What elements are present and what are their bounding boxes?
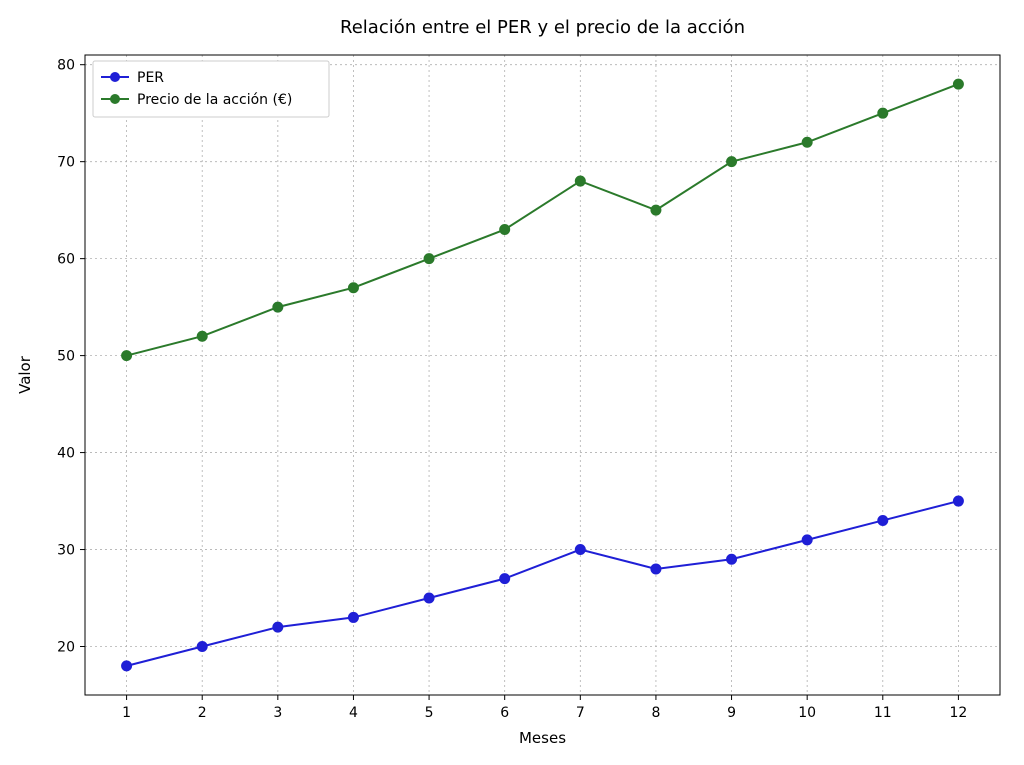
legend-marker [110, 94, 120, 104]
marker-per [122, 661, 132, 671]
y-tick-label: 60 [57, 252, 75, 268]
legend-marker [110, 72, 120, 82]
marker-precio [878, 108, 888, 118]
x-tick-label: 3 [273, 705, 282, 721]
marker-per [273, 622, 283, 632]
marker-precio [122, 351, 132, 361]
legend-box [93, 61, 329, 117]
y-tick-label: 80 [57, 58, 75, 74]
marker-per [651, 564, 661, 574]
y-tick-label: 50 [57, 349, 75, 365]
marker-precio [348, 283, 358, 293]
marker-precio [500, 225, 510, 235]
line-chart: 12345678910111220304050607080 PERPrecio … [0, 0, 1024, 765]
marker-precio [575, 176, 585, 186]
marker-precio [802, 137, 812, 147]
x-tick-label: 5 [425, 705, 434, 721]
marker-precio [424, 254, 434, 264]
x-tick-label: 4 [349, 705, 358, 721]
y-tick-label: 70 [57, 155, 75, 171]
y-tick-label: 30 [57, 543, 75, 559]
y-tick-label: 40 [57, 446, 75, 462]
x-tick-label: 6 [500, 705, 509, 721]
marker-per [348, 612, 358, 622]
x-tick-label: 11 [874, 705, 892, 721]
x-tick-label: 1 [122, 705, 131, 721]
chart-title: Relación entre el PER y el precio de la … [340, 17, 745, 38]
marker-per [727, 554, 737, 564]
marker-per [575, 545, 585, 555]
y-axis-label: Valor [16, 355, 34, 394]
x-tick-label: 2 [198, 705, 207, 721]
marker-precio [651, 205, 661, 215]
x-tick-label: 7 [576, 705, 585, 721]
marker-per [197, 642, 207, 652]
legend-label: Precio de la acción (€) [137, 92, 292, 108]
legend-label: PER [137, 70, 164, 86]
marker-per [424, 593, 434, 603]
x-tick-label: 8 [651, 705, 660, 721]
x-tick-label: 9 [727, 705, 736, 721]
marker-precio [953, 79, 963, 89]
marker-per [953, 496, 963, 506]
chart-container: 12345678910111220304050607080 PERPrecio … [0, 0, 1024, 765]
marker-per [802, 535, 812, 545]
x-tick-label: 12 [949, 705, 967, 721]
marker-per [500, 574, 510, 584]
marker-per [878, 515, 888, 525]
legend: PER Precio de la acción (€) [93, 61, 329, 117]
x-tick-label: 10 [798, 705, 816, 721]
x-axis-label: Meses [519, 729, 566, 747]
y-tick-label: 20 [57, 640, 75, 656]
marker-precio [273, 302, 283, 312]
marker-precio [727, 157, 737, 167]
marker-precio [197, 331, 207, 341]
